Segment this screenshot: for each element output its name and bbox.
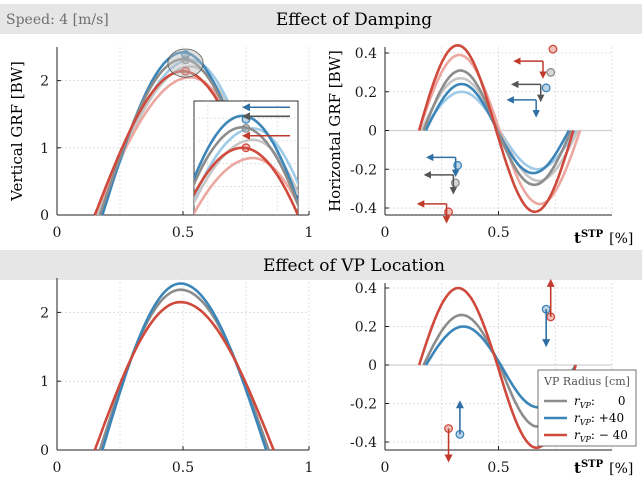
- ytick-label-1: 1: [40, 141, 49, 157]
- xtick-label-1: 0.5: [172, 225, 194, 241]
- legend-entry-0: rVP: 0: [544, 394, 626, 410]
- ytick-label-3: -0.2: [350, 162, 377, 178]
- inset-marker-2: [241, 143, 251, 153]
- ytick-label-0: 0: [40, 443, 49, 459]
- xtick-label-0: 0: [53, 225, 62, 241]
- legend-label-0: rVP: 0: [574, 394, 626, 410]
- ytick-label-1: 0.2: [355, 320, 377, 336]
- legend-title: VP Radius [cm]: [543, 375, 630, 388]
- section2-header-band: [0, 250, 642, 280]
- marker-point-5: [548, 44, 558, 54]
- xtick-label-0: 0: [381, 460, 390, 476]
- xtick-label-1: 0.5: [487, 460, 509, 476]
- legend-box: [537, 369, 637, 447]
- marker-point-1: [181, 55, 190, 65]
- xtick-label-1: 0.5: [487, 225, 509, 241]
- legend-label-2: rVP: − 40: [574, 428, 628, 444]
- ytick-label-1: 1: [40, 374, 49, 390]
- legend-var-0: r: [574, 394, 581, 408]
- section2-title: Effect of VP Location: [263, 256, 445, 276]
- series-line-2: [417, 53, 582, 206]
- legend-value-1: : +40: [591, 411, 624, 425]
- ytick-label-0: 0: [40, 208, 49, 224]
- ytick-label-2: 0: [368, 124, 377, 140]
- legend-sub-2: VP: [580, 435, 592, 444]
- inset-series-line-1: [194, 138, 298, 206]
- ylabel-vertical: Vertical GRF [BW]: [8, 61, 26, 202]
- inset-marker-1: [241, 123, 251, 133]
- inset-series-line-0: [194, 127, 298, 201]
- xtick-label-0: 0: [381, 225, 390, 241]
- ytick-label-0: 0.4: [355, 46, 377, 62]
- zoom-region-ellipse: [167, 48, 204, 78]
- legend-var-1: r: [574, 411, 581, 425]
- ylabel-horizontal: Horizontal GRF [BW]: [326, 50, 344, 212]
- ytick-label-2: 0: [368, 358, 377, 374]
- ytick-label-3: -0.2: [350, 397, 377, 413]
- legend-value-2: : − 40: [591, 428, 628, 442]
- xlabel-vp-unit: [%]: [609, 461, 633, 477]
- legend-sub-0: VP: [580, 401, 592, 410]
- legend-entry-1: rVP: +40: [544, 411, 624, 427]
- legend-label-1: rVP: +40: [574, 411, 624, 427]
- section1-header-band: [0, 4, 642, 34]
- series-line-5: [417, 44, 575, 214]
- inset-series-line-2: [194, 156, 298, 215]
- xlabel-damping: tSTP [%]: [574, 229, 633, 247]
- xlabel-damping-t: t: [574, 229, 581, 247]
- legend: VP Radius [cm] rVP: 0 rVP: +40 rVP: − 40: [537, 369, 637, 447]
- speed-label: Speed: 4 [m/s]: [6, 12, 109, 28]
- xlabel-vp-sup: STP: [581, 459, 604, 470]
- inset-series-line-4: [194, 126, 298, 209]
- inset-series-line-5: [194, 146, 298, 215]
- legend-entry-2: rVP: − 40: [544, 428, 628, 444]
- series-line-2: [93, 300, 275, 451]
- ytick-label-1: 0.2: [355, 85, 377, 101]
- xlabel-damping-unit: [%]: [609, 231, 633, 247]
- ytick-label-4: -0.4: [350, 201, 377, 217]
- legend-value-0: : 0: [591, 394, 626, 408]
- plot-damping-horizontal: 0.40.20-0.2-0.40 0.5: [350, 44, 613, 241]
- ytick-label-4: -0.4: [350, 435, 377, 451]
- legend-var-2: r: [574, 428, 581, 442]
- section1-title: Effect of Damping: [276, 10, 432, 30]
- marker-point-2: [181, 66, 190, 76]
- ytick-label-2: 2: [40, 74, 49, 90]
- arrow-annotations: [416, 57, 555, 463]
- plot-vp-vertical: 0 1 2 0 0.5 1: [40, 278, 313, 476]
- xtick-label-2: 1: [305, 460, 314, 476]
- ytick-label-0: 0.4: [355, 281, 377, 297]
- marker-point-4: [546, 67, 556, 77]
- marker-point-3: [541, 83, 551, 93]
- xlabel-vp: tSTP [%]: [574, 459, 633, 477]
- xtick-label-1: 0.5: [172, 460, 194, 476]
- xtick-label-2: 1: [305, 225, 314, 241]
- xlabel-vp-t: t: [574, 459, 581, 477]
- zoom-inset: [193, 100, 299, 216]
- inset-plot: [194, 101, 298, 215]
- ytick-label-2: 2: [40, 305, 49, 321]
- inset-series-line-3: [194, 114, 298, 206]
- legend-sub-1: VP: [580, 418, 592, 427]
- xlabel-damping-sup: STP: [581, 229, 604, 240]
- xtick-label-0: 0: [53, 460, 62, 476]
